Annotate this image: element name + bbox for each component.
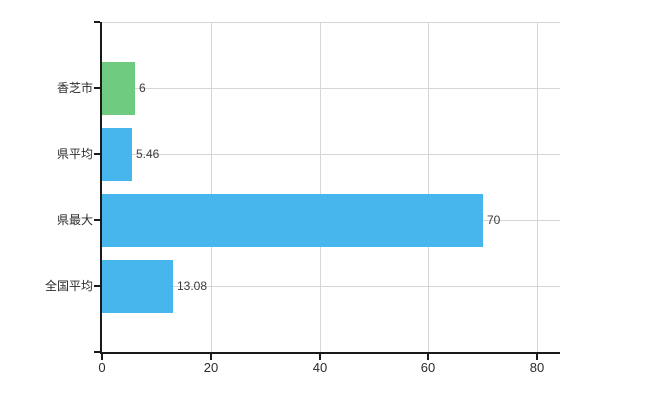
- bar-香芝市[interactable]: [102, 62, 135, 115]
- category-label-香芝市: 香芝市: [56, 81, 93, 95]
- category-label-県最大: 県最大: [56, 213, 93, 227]
- x-axis-tick-label: 0: [98, 360, 106, 375]
- y-axis-tick: [94, 219, 100, 221]
- x-axis-tick: [536, 354, 538, 360]
- bar-県最大[interactable]: [102, 194, 483, 247]
- category-label-県平均: 県平均: [56, 147, 93, 161]
- bar-県平均[interactable]: [102, 128, 132, 181]
- y-axis-tick: [94, 153, 100, 155]
- bar-value-label: 6: [139, 81, 146, 95]
- x-axis-tick-label: 20: [203, 360, 219, 375]
- gridline-horizontal: [102, 154, 560, 155]
- x-axis-tick: [427, 354, 429, 360]
- x-axis-tick: [319, 354, 321, 360]
- gridline-vertical: [428, 22, 429, 352]
- y-axis-line: [100, 22, 102, 354]
- y-axis-tick: [94, 351, 100, 353]
- gridline-horizontal: [102, 286, 560, 287]
- y-axis-tick: [94, 87, 100, 89]
- x-axis-tick-label: 60: [420, 360, 436, 375]
- x-axis-tick-label: 40: [312, 360, 328, 375]
- y-axis-tick: [94, 21, 100, 23]
- x-axis-tick-label: 80: [529, 360, 545, 375]
- x-axis-tick: [101, 354, 103, 360]
- gridline-vertical: [537, 22, 538, 352]
- y-axis-tick: [94, 285, 100, 287]
- x-axis-tick: [210, 354, 212, 360]
- bar-value-label: 13.08: [177, 279, 208, 293]
- gridline-horizontal: [102, 88, 560, 89]
- bar-value-label: 5.46: [136, 147, 160, 161]
- bar-全国平均[interactable]: [102, 260, 173, 313]
- gridline-vertical: [211, 22, 212, 352]
- plot-area: 6 5.46 70 13.08: [94, 21, 560, 360]
- gridline-horizontal: [102, 22, 560, 23]
- category-label-全国平均: 全国平均: [44, 279, 93, 293]
- gridline-vertical: [320, 22, 321, 352]
- x-axis-line: [102, 352, 560, 354]
- bar-value-label: 70: [487, 213, 501, 227]
